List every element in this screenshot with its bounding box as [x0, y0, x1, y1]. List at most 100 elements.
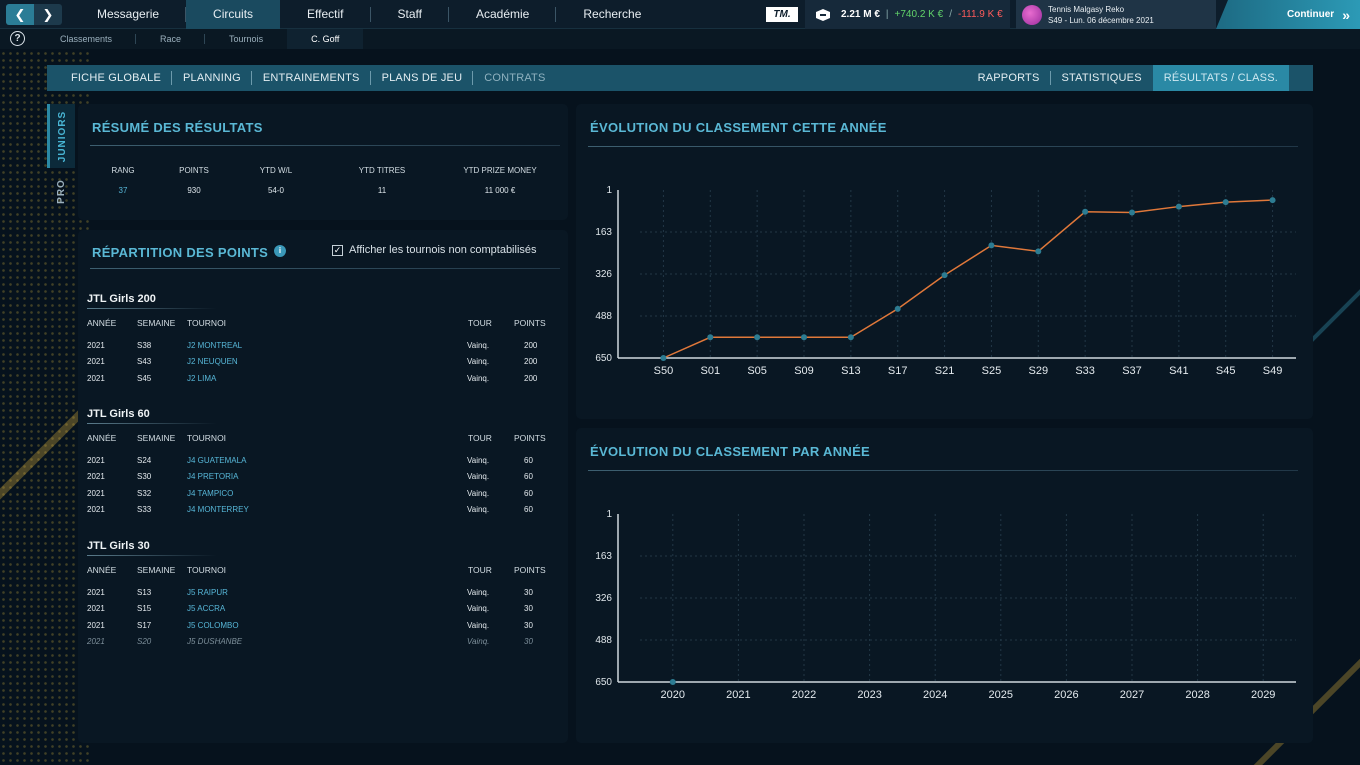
tab-messagerie[interactable]: Messagerie [70, 0, 187, 29]
cell-tournament[interactable]: J4 MONTERREY [187, 504, 249, 514]
side-tabs: JUNIORS PRO [47, 104, 75, 214]
section-tab-bar: FICHE GLOBALE PLANNING ENTRAINEMENTS PLA… [47, 65, 1313, 91]
history-nav: ❮ ❯ [6, 4, 62, 25]
cell-tournament[interactable]: J4 PRETORIA [187, 472, 239, 482]
col-year-header[interactable]: ANNÉE [87, 433, 117, 443]
cell-year: 2021 [87, 604, 105, 614]
cell-round: Vainq. [467, 456, 490, 465]
y-tick-label: 1 [606, 185, 612, 196]
cell-tournament[interactable]: J5 RAIPUR [187, 588, 228, 597]
col-year-header[interactable]: ANNÉE [87, 318, 117, 328]
cell-tournament[interactable]: J2 LIMA [187, 373, 217, 383]
col-round-header[interactable]: TOUR [468, 318, 492, 328]
subtab-classements[interactable]: Classements [36, 29, 137, 49]
panel-divider [90, 268, 560, 269]
data-point [754, 334, 761, 341]
tab-effectif[interactable]: Effectif [280, 0, 371, 29]
cell-tournament[interactable]: J5 DUSHANBE [187, 636, 243, 646]
cell-year: 2021 [87, 620, 105, 630]
tab-circuits[interactable]: Circuits [186, 0, 281, 29]
series-line [663, 199, 1273, 359]
x-tick-label: 2026 [1054, 689, 1078, 701]
y-tick-label: 650 [595, 677, 612, 688]
tab-fiche-globale[interactable]: FICHE GLOBALE [60, 65, 173, 91]
cell-round: Vainq. [467, 357, 490, 367]
col-tournament-header[interactable]: TOURNOI [187, 433, 227, 443]
x-tick-label: S09 [794, 365, 814, 377]
col-tournament-header[interactable]: TOURNOI [187, 565, 227, 575]
x-tick-label: 2020 [661, 689, 685, 701]
cell-year: 2021 [87, 488, 105, 498]
col-week-header[interactable]: SEMAINE [137, 565, 176, 575]
back-arrow-icon[interactable]: ❮ [6, 4, 34, 25]
cell-year: 2021 [87, 456, 105, 465]
cell-points: 200 [524, 357, 538, 367]
summary-header: YTD PRIZE MONEY [463, 166, 537, 175]
data-point [894, 305, 901, 312]
tm-logo: TM. [766, 7, 798, 22]
group-divider [87, 555, 217, 556]
summary-rank[interactable]: 37 [118, 186, 128, 195]
money-slash: / [949, 9, 952, 20]
cell-tournament[interactable]: J2 NEUQUEN [187, 357, 238, 367]
data-point [707, 334, 714, 341]
finance-summary[interactable]: 2.21 M € | +740.2 K € / -111.9 K € [805, 0, 1010, 29]
col-points-header[interactable]: POINTS [514, 565, 546, 575]
subtab-race[interactable]: Race [136, 29, 206, 49]
profile-date: S49 - Lun. 06 décembre 2021 [1048, 15, 1154, 25]
subtab-tournois[interactable]: Tournois [229, 34, 264, 44]
cell-week: S45 [137, 373, 152, 383]
continue-button[interactable]: Continuer » [1216, 0, 1360, 29]
tab-rapports[interactable]: RAPPORTS [967, 65, 1051, 91]
cell-tournament[interactable]: J4 GUATEMALA [187, 456, 247, 465]
tab-recherche[interactable]: Recherche [583, 7, 642, 21]
col-points-header[interactable]: POINTS [514, 318, 546, 328]
tab-contrats[interactable]: CONTRATS [484, 72, 546, 84]
money-separator: | [885, 9, 889, 20]
col-round-header[interactable]: TOUR [468, 565, 492, 575]
col-points-header[interactable]: POINTS [514, 433, 546, 443]
side-tab-pro[interactable]: PRO [55, 178, 67, 204]
info-icon[interactable]: i [274, 245, 286, 257]
side-tab-juniors[interactable]: JUNIORS [47, 104, 75, 168]
data-point [941, 272, 948, 279]
panel-divider [588, 470, 1298, 471]
tab-planning[interactable]: PLANNING [172, 65, 252, 91]
x-tick-label: 2023 [857, 689, 881, 701]
tab-staff[interactable]: Staff [371, 0, 450, 29]
cell-points: 60 [524, 456, 533, 465]
forward-arrow-icon[interactable]: ❯ [42, 6, 54, 22]
cell-tournament[interactable]: J4 TAMPICO [187, 488, 234, 498]
cell-tournament[interactable]: J5 ACCRA [187, 604, 226, 614]
tab-entrainements[interactable]: ENTRAINEMENTS [252, 65, 371, 91]
col-tournament-header[interactable]: TOURNOI [187, 318, 227, 328]
data-point [988, 242, 995, 249]
cell-year: 2021 [87, 341, 105, 350]
col-week-header[interactable]: SEMAINE [137, 433, 176, 443]
cell-tournament[interactable]: J2 MONTREAL [187, 341, 243, 350]
profile-box[interactable]: Tennis Malgasy Reko S49 - Lun. 06 décemb… [1016, 0, 1216, 29]
show-uncounted-checkbox[interactable]: ✓ [332, 245, 343, 256]
col-week-header[interactable]: SEMAINE [137, 318, 176, 328]
help-icon[interactable]: ? [10, 31, 25, 46]
tab-academie[interactable]: Académie [449, 0, 557, 29]
subtab-player[interactable]: C. Goff [287, 29, 364, 49]
col-year-header[interactable]: ANNÉE [87, 565, 117, 575]
x-tick-label: 2025 [989, 689, 1013, 701]
background-dots [0, 50, 90, 765]
cell-points: 60 [524, 488, 533, 498]
tab-plans-de-jeu[interactable]: PLANS DE JEU [371, 65, 474, 91]
tab-resultats-class[interactable]: RÉSULTATS / CLASS. [1152, 65, 1289, 91]
x-tick-label: S13 [841, 365, 861, 377]
cell-year: 2021 [87, 357, 105, 367]
summary-header: POINTS [179, 166, 209, 175]
cell-tournament[interactable]: J5 COLOMBO [187, 620, 239, 630]
cell-week: S32 [137, 488, 152, 498]
col-round-header[interactable]: TOUR [468, 433, 492, 443]
cell-week: S33 [137, 504, 152, 514]
summary-prize-money: 11 000 € [484, 186, 516, 195]
y-tick-label: 488 [595, 635, 612, 646]
cell-points: 30 [524, 636, 533, 646]
cell-year: 2021 [87, 636, 105, 646]
tab-statistiques[interactable]: STATISTIQUES [1061, 72, 1142, 84]
